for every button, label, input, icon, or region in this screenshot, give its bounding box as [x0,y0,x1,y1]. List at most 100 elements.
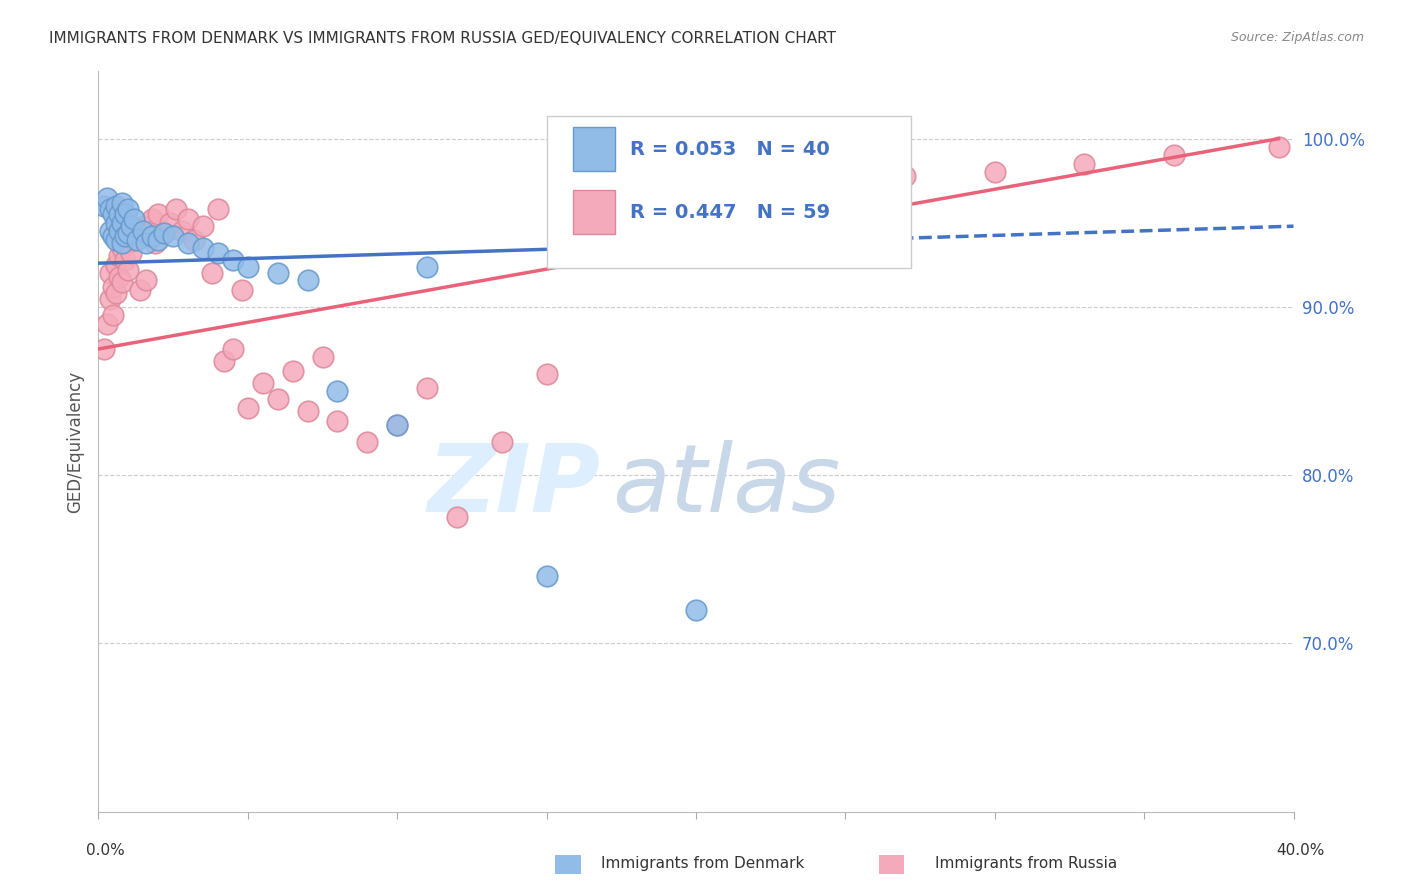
Point [201,266,224,280]
Point [416,260,439,274]
Point [536,368,558,382]
Point [108,250,131,264]
Point [132,219,155,234]
Point [117,263,139,277]
Point [416,381,439,395]
Point [111,235,134,250]
Point [93,199,115,213]
Text: R = 0.447   N = 59: R = 0.447 N = 59 [630,202,831,221]
Point [446,510,468,524]
Point [177,235,200,250]
Point [108,224,131,238]
Point [141,212,163,227]
Point [148,233,170,247]
Text: IMMIGRANTS FROM DENMARK VS IMMIGRANTS FROM RUSSIA GED/EQUIVALENCY CORRELATION CH: IMMIGRANTS FROM DENMARK VS IMMIGRANTS FR… [49,31,837,46]
Point [98,202,122,217]
Point [236,260,259,274]
Text: atlas: atlas [613,441,841,532]
Point [132,224,155,238]
Point [143,235,166,250]
Point [1163,148,1185,162]
Point [356,434,378,449]
Point [191,219,214,234]
Point [834,250,856,264]
Point [120,219,142,234]
Point [124,212,146,227]
Point [172,224,194,238]
Point [231,283,253,297]
FancyBboxPatch shape [547,116,911,268]
Point [153,226,176,240]
Point [536,569,558,583]
Text: ZIP: ZIP [427,440,600,532]
Text: 0.0%: 0.0% [86,843,125,858]
Point [236,401,259,415]
Point [98,266,122,280]
Point [103,279,125,293]
Point [804,174,827,188]
Point [148,207,170,221]
Point [96,190,118,204]
Text: Source: ZipAtlas.com: Source: ZipAtlas.com [1230,31,1364,45]
Point [297,404,319,418]
Point [111,275,134,289]
Point [135,273,157,287]
Point [655,186,678,200]
Point [183,233,205,247]
Point [177,212,200,227]
Point [685,603,707,617]
Point [129,283,152,297]
Text: 40.0%: 40.0% [1277,843,1324,858]
Point [153,226,176,240]
Text: Immigrants from Russia: Immigrants from Russia [935,856,1118,871]
Point [385,417,409,432]
Point [105,233,128,247]
Y-axis label: GED/Equivalency: GED/Equivalency [66,370,84,513]
Point [105,199,128,213]
Point [267,392,290,407]
Point [894,169,917,183]
Point [984,165,1007,179]
Point [108,269,131,284]
Point [120,246,142,260]
Point [117,235,139,250]
Point [311,351,333,365]
Point [491,434,513,449]
Point [385,417,409,432]
Point [117,202,139,217]
Point [212,353,235,368]
Point [222,252,245,267]
Point [105,258,128,272]
Point [1267,140,1289,154]
Point [103,229,125,244]
Point [141,229,163,244]
Text: R = 0.053   N = 40: R = 0.053 N = 40 [630,139,830,159]
Text: Immigrants from Denmark: Immigrants from Denmark [602,856,804,871]
Point [281,364,304,378]
Point [96,317,118,331]
Point [165,202,187,217]
Point [127,233,149,247]
Point [124,233,146,247]
Point [252,376,274,390]
Point [191,241,214,255]
Point [595,190,617,204]
Point [135,235,157,250]
Point [326,384,349,398]
Point [207,202,229,217]
Point [714,178,737,193]
Point [98,224,122,238]
Point [162,229,184,244]
Point [127,224,149,238]
Point [114,207,136,221]
Point [103,309,125,323]
Point [222,342,245,356]
Point [326,414,349,428]
Point [207,246,229,260]
FancyBboxPatch shape [572,190,614,235]
Point [297,273,319,287]
Point [114,252,136,267]
Point [1073,157,1095,171]
Point [114,229,136,244]
Point [111,241,134,255]
